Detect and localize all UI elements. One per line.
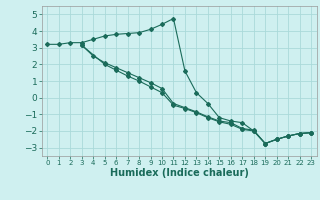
X-axis label: Humidex (Indice chaleur): Humidex (Indice chaleur) <box>110 168 249 178</box>
